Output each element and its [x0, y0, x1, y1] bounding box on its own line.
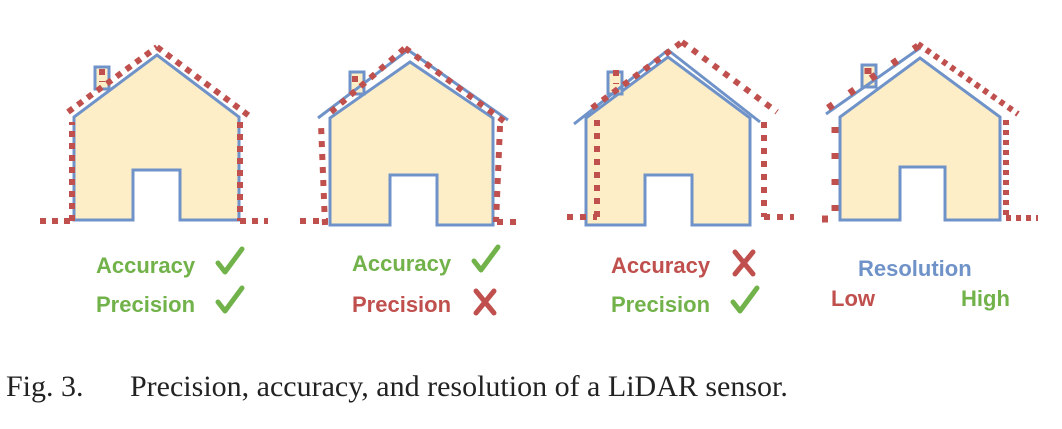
accuracy-label: Accuracy: [352, 251, 452, 276]
house-outline: [317, 48, 509, 227]
lidar-figure: Accuracy Precision Accuracy Precision: [40, 39, 1038, 317]
check-icon: [471, 244, 501, 273]
check-icon: [730, 285, 760, 314]
high-resolution-points: [916, 41, 1038, 221]
house-outline: [825, 46, 1002, 222]
accuracy-label: Accuracy: [611, 253, 711, 278]
panel-accurate-precise: Accuracy Precision: [40, 44, 268, 317]
panel-inaccurate-precise: Accuracy Precision: [567, 39, 794, 317]
resolution-title: Resolution: [858, 256, 972, 281]
check-icon: [215, 246, 245, 275]
measurement-points: [40, 44, 268, 224]
low-label: Low: [831, 286, 876, 311]
caption-text: Precision, accuracy, and resolution of a…: [130, 370, 788, 403]
panel-resolution: Resolution Low High: [822, 41, 1038, 311]
precision-label: Precision: [96, 292, 195, 317]
cross-icon: [732, 249, 756, 277]
house-outline: [573, 48, 761, 227]
high-label: High: [961, 286, 1010, 311]
precision-label: Precision: [611, 292, 710, 317]
accuracy-label: Accuracy: [96, 253, 196, 278]
caption-number: Fig. 3.: [6, 370, 84, 403]
low-resolution-points: [822, 43, 920, 223]
panel-accurate-imprecise: Accuracy Precision: [300, 45, 518, 317]
measurement-points: [300, 45, 518, 226]
precision-label: Precision: [352, 292, 451, 317]
measurement-points: [567, 39, 794, 220]
house-outline: [72, 53, 241, 222]
check-icon: [215, 285, 245, 314]
cross-icon: [473, 288, 497, 316]
